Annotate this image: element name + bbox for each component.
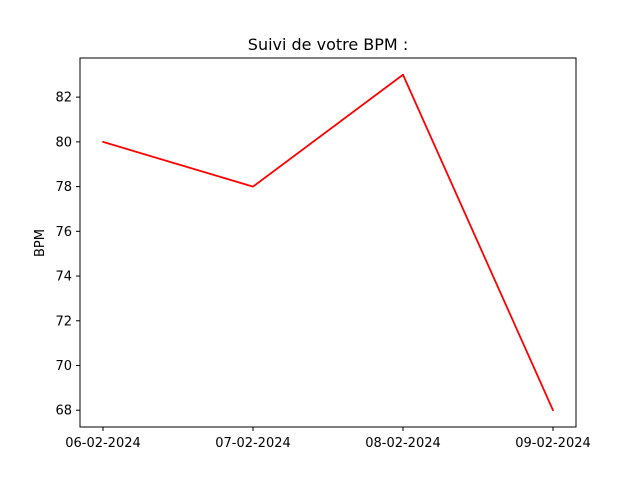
y-tick-label: 78 xyxy=(55,180,72,195)
y-tick-label: 76 xyxy=(55,225,72,240)
y-tick-label: 82 xyxy=(55,91,72,106)
y-tick-label: 72 xyxy=(55,314,72,329)
bpm-series-line xyxy=(102,73,554,411)
x-tick-label: 06-02-2024 xyxy=(65,436,141,451)
chart-title: Suivi de votre BPM : xyxy=(248,35,408,54)
y-tick-label: 74 xyxy=(55,270,72,285)
bpm-data-point xyxy=(102,140,104,143)
y-tick-label: 68 xyxy=(55,404,72,419)
x-tick-label: 08-02-2024 xyxy=(365,436,441,451)
bpm-data-point xyxy=(552,409,554,412)
bpm-data-point xyxy=(252,185,254,188)
x-tick-label: 09-02-2024 xyxy=(515,436,591,451)
x-tick-label: 07-02-2024 xyxy=(215,436,291,451)
plot-frame xyxy=(79,57,577,428)
y-tick-label: 80 xyxy=(55,135,72,150)
y-tick-label: 70 xyxy=(55,359,72,374)
y-axis-title: BPM xyxy=(33,229,48,257)
bpm-data-point xyxy=(402,73,404,76)
plot-area: 68 70 72 74 76 78 80 82 06-02-2024 07-02-2024 08-0… xyxy=(55,73,591,451)
